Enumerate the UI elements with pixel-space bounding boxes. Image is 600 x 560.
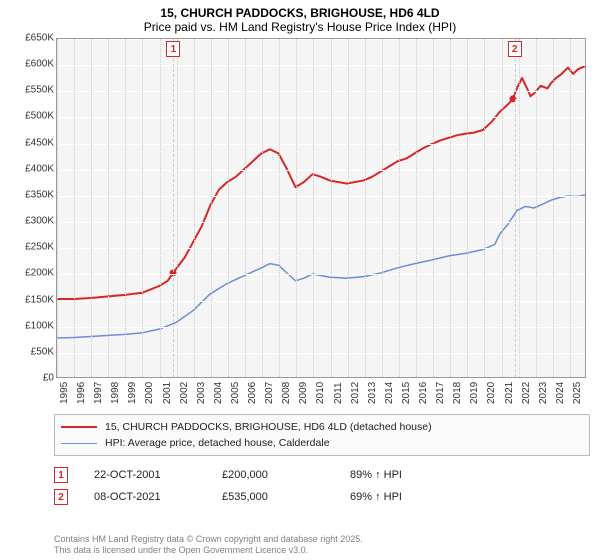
x-axis-label: 1999 xyxy=(127,382,131,404)
x-axis-label: 2011 xyxy=(333,382,337,404)
legend-swatch xyxy=(61,443,97,444)
x-axis-label: 1995 xyxy=(59,382,63,404)
y-axis-label: £0 xyxy=(10,373,54,384)
transaction-row: 2 08-OCT-2021 £535,000 69% ↑ HPI xyxy=(54,486,590,508)
x-axis-label: 2018 xyxy=(452,382,456,404)
x-axis-label: 2010 xyxy=(315,382,319,404)
y-axis-label: £650K xyxy=(10,33,54,44)
y-axis-label: £250K xyxy=(10,242,54,253)
series-line xyxy=(57,195,585,338)
x-axis-label: 2004 xyxy=(213,382,217,404)
y-axis-label: £300K xyxy=(10,216,54,227)
x-axis-label: 2015 xyxy=(401,382,405,404)
title-block: 15, CHURCH PADDOCKS, BRIGHOUSE, HD6 4LD … xyxy=(0,0,600,38)
footer-line-2: This data is licensed under the Open Gov… xyxy=(54,545,590,556)
footer-line-1: Contains HM Land Registry data © Crown c… xyxy=(54,534,590,545)
footer: Contains HM Land Registry data © Crown c… xyxy=(54,534,590,557)
x-axis-label: 2023 xyxy=(538,382,542,404)
x-axis-label: 2012 xyxy=(350,382,354,404)
x-axis-label: 2025 xyxy=(572,382,576,404)
x-axis-label: 2014 xyxy=(384,382,388,404)
legend-label: HPI: Average price, detached house, Cald… xyxy=(105,437,330,449)
legend-row: HPI: Average price, detached house, Cald… xyxy=(61,435,583,451)
title-line-2: Price paid vs. HM Land Registry's House … xyxy=(10,20,590,34)
legend-label: 15, CHURCH PADDOCKS, BRIGHOUSE, HD6 4LD … xyxy=(105,421,432,433)
y-axis-label: £200K xyxy=(10,268,54,279)
transaction-marker: 2 xyxy=(54,489,68,505)
transaction-price: £535,000 xyxy=(222,491,342,503)
chart-area: 12 £0£50K£100K£150K£200K£250K£300K£350K£… xyxy=(10,38,590,408)
y-axis-label: £50K xyxy=(10,346,54,357)
x-axis-label: 2022 xyxy=(521,382,525,404)
plot-area: 12 xyxy=(56,38,586,378)
legend-row: 15, CHURCH PADDOCKS, BRIGHOUSE, HD6 4LD … xyxy=(61,419,583,435)
y-axis-label: £550K xyxy=(10,85,54,96)
x-axis-label: 2016 xyxy=(418,382,422,404)
y-axis-label: £400K xyxy=(10,163,54,174)
transaction-date: 08-OCT-2021 xyxy=(94,491,214,503)
transaction-table: 1 22-OCT-2001 £200,000 89% ↑ HPI 2 08-OCT-202… xyxy=(54,464,590,508)
root: 15, CHURCH PADDOCKS, BRIGHOUSE, HD6 4LD … xyxy=(0,0,600,560)
x-axis-label: 1997 xyxy=(93,382,97,404)
transaction-marker: 1 xyxy=(54,467,68,483)
y-axis-label: £500K xyxy=(10,111,54,122)
x-axis-label: 2008 xyxy=(281,382,285,404)
transaction-row: 1 22-OCT-2001 £200,000 89% ↑ HPI xyxy=(54,464,590,486)
chart-marker: 1 xyxy=(166,41,180,57)
y-axis-label: £450K xyxy=(10,137,54,148)
y-axis-label: £350K xyxy=(10,189,54,200)
x-axis-label: 1998 xyxy=(110,382,114,404)
x-axis-label: 2021 xyxy=(504,382,508,404)
x-axis-label: 2007 xyxy=(264,382,268,404)
legend-swatch xyxy=(61,426,97,428)
marker-guide xyxy=(173,39,174,377)
x-axis-label: 2017 xyxy=(435,382,439,404)
x-axis-label: 2006 xyxy=(247,382,251,404)
transaction-date: 22-OCT-2001 xyxy=(94,469,214,481)
transaction-hpi: 69% ↑ HPI xyxy=(350,491,470,503)
x-axis-label: 2020 xyxy=(486,382,490,404)
x-axis-label: 2003 xyxy=(196,382,200,404)
transaction-hpi: 89% ↑ HPI xyxy=(350,469,470,481)
y-axis-label: £600K xyxy=(10,59,54,70)
chart-marker: 2 xyxy=(508,41,522,57)
x-axis-label: 2002 xyxy=(179,382,183,404)
x-axis-label: 2009 xyxy=(298,382,302,404)
y-axis-label: £150K xyxy=(10,294,54,305)
marker-guide xyxy=(515,39,516,377)
x-axis-label: 2001 xyxy=(162,382,166,404)
y-axis-label: £100K xyxy=(10,320,54,331)
x-axis-label: 1996 xyxy=(76,382,80,404)
x-axis-label: 2005 xyxy=(230,382,234,404)
x-axis-label: 2019 xyxy=(469,382,473,404)
title-line-1: 15, CHURCH PADDOCKS, BRIGHOUSE, HD6 4LD xyxy=(10,6,590,20)
legend: 15, CHURCH PADDOCKS, BRIGHOUSE, HD6 4LD … xyxy=(54,414,590,456)
transaction-price: £200,000 xyxy=(222,469,342,481)
x-axis-label: 2024 xyxy=(555,382,559,404)
x-axis-label: 2000 xyxy=(144,382,148,404)
x-axis-label: 2013 xyxy=(367,382,371,404)
series-line xyxy=(57,66,585,299)
